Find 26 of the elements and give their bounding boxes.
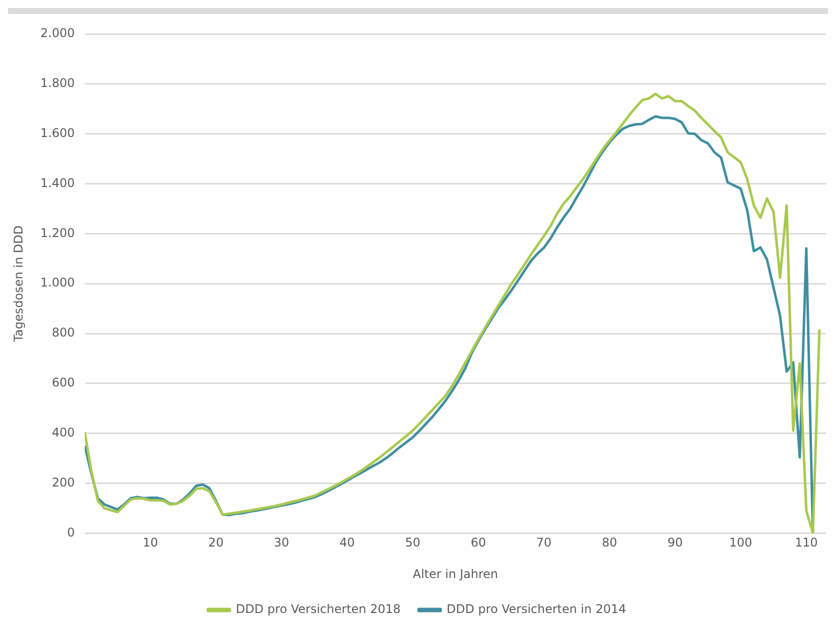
legend-label: DDD pro Versicherten in 2014 [446, 602, 626, 616]
y-tick-label: 1.200 [40, 226, 75, 240]
x-tick-label: 90 [667, 536, 683, 550]
x-tick-label: 20 [208, 536, 224, 550]
y-tick-label: 1.400 [40, 176, 75, 190]
y-tick-label: 0 [67, 525, 75, 540]
x-tick-label: 30 [274, 536, 290, 550]
x-tick-label: 80 [602, 536, 618, 550]
y-tick-label: 2.000 [40, 26, 75, 40]
y-tick-label: 1.800 [40, 76, 75, 90]
y-tick-label: 600 [52, 376, 75, 390]
legend-label: DDD pro Versicherten 2018 [236, 602, 401, 616]
x-tick-label: 70 [536, 536, 552, 550]
x-tick-label: 60 [470, 536, 486, 550]
y-tick-label: 200 [52, 475, 75, 490]
x-tick-label: 50 [405, 536, 420, 550]
x-tick-label: 10 [142, 536, 158, 550]
x-tick-label: 110 [794, 536, 818, 550]
y-tick-label: 1.600 [40, 126, 75, 140]
y-tick-label: 800 [52, 326, 75, 340]
y-axis-title: Tagesdosen in DDD [11, 225, 26, 343]
x-tick-label: 100 [729, 536, 752, 550]
x-tick-label: 40 [340, 536, 355, 550]
y-tick-label: 400 [52, 425, 75, 440]
y-tick-label: 1.000 [40, 276, 75, 290]
x-axis-title: Alter in Jahren [412, 566, 498, 581]
